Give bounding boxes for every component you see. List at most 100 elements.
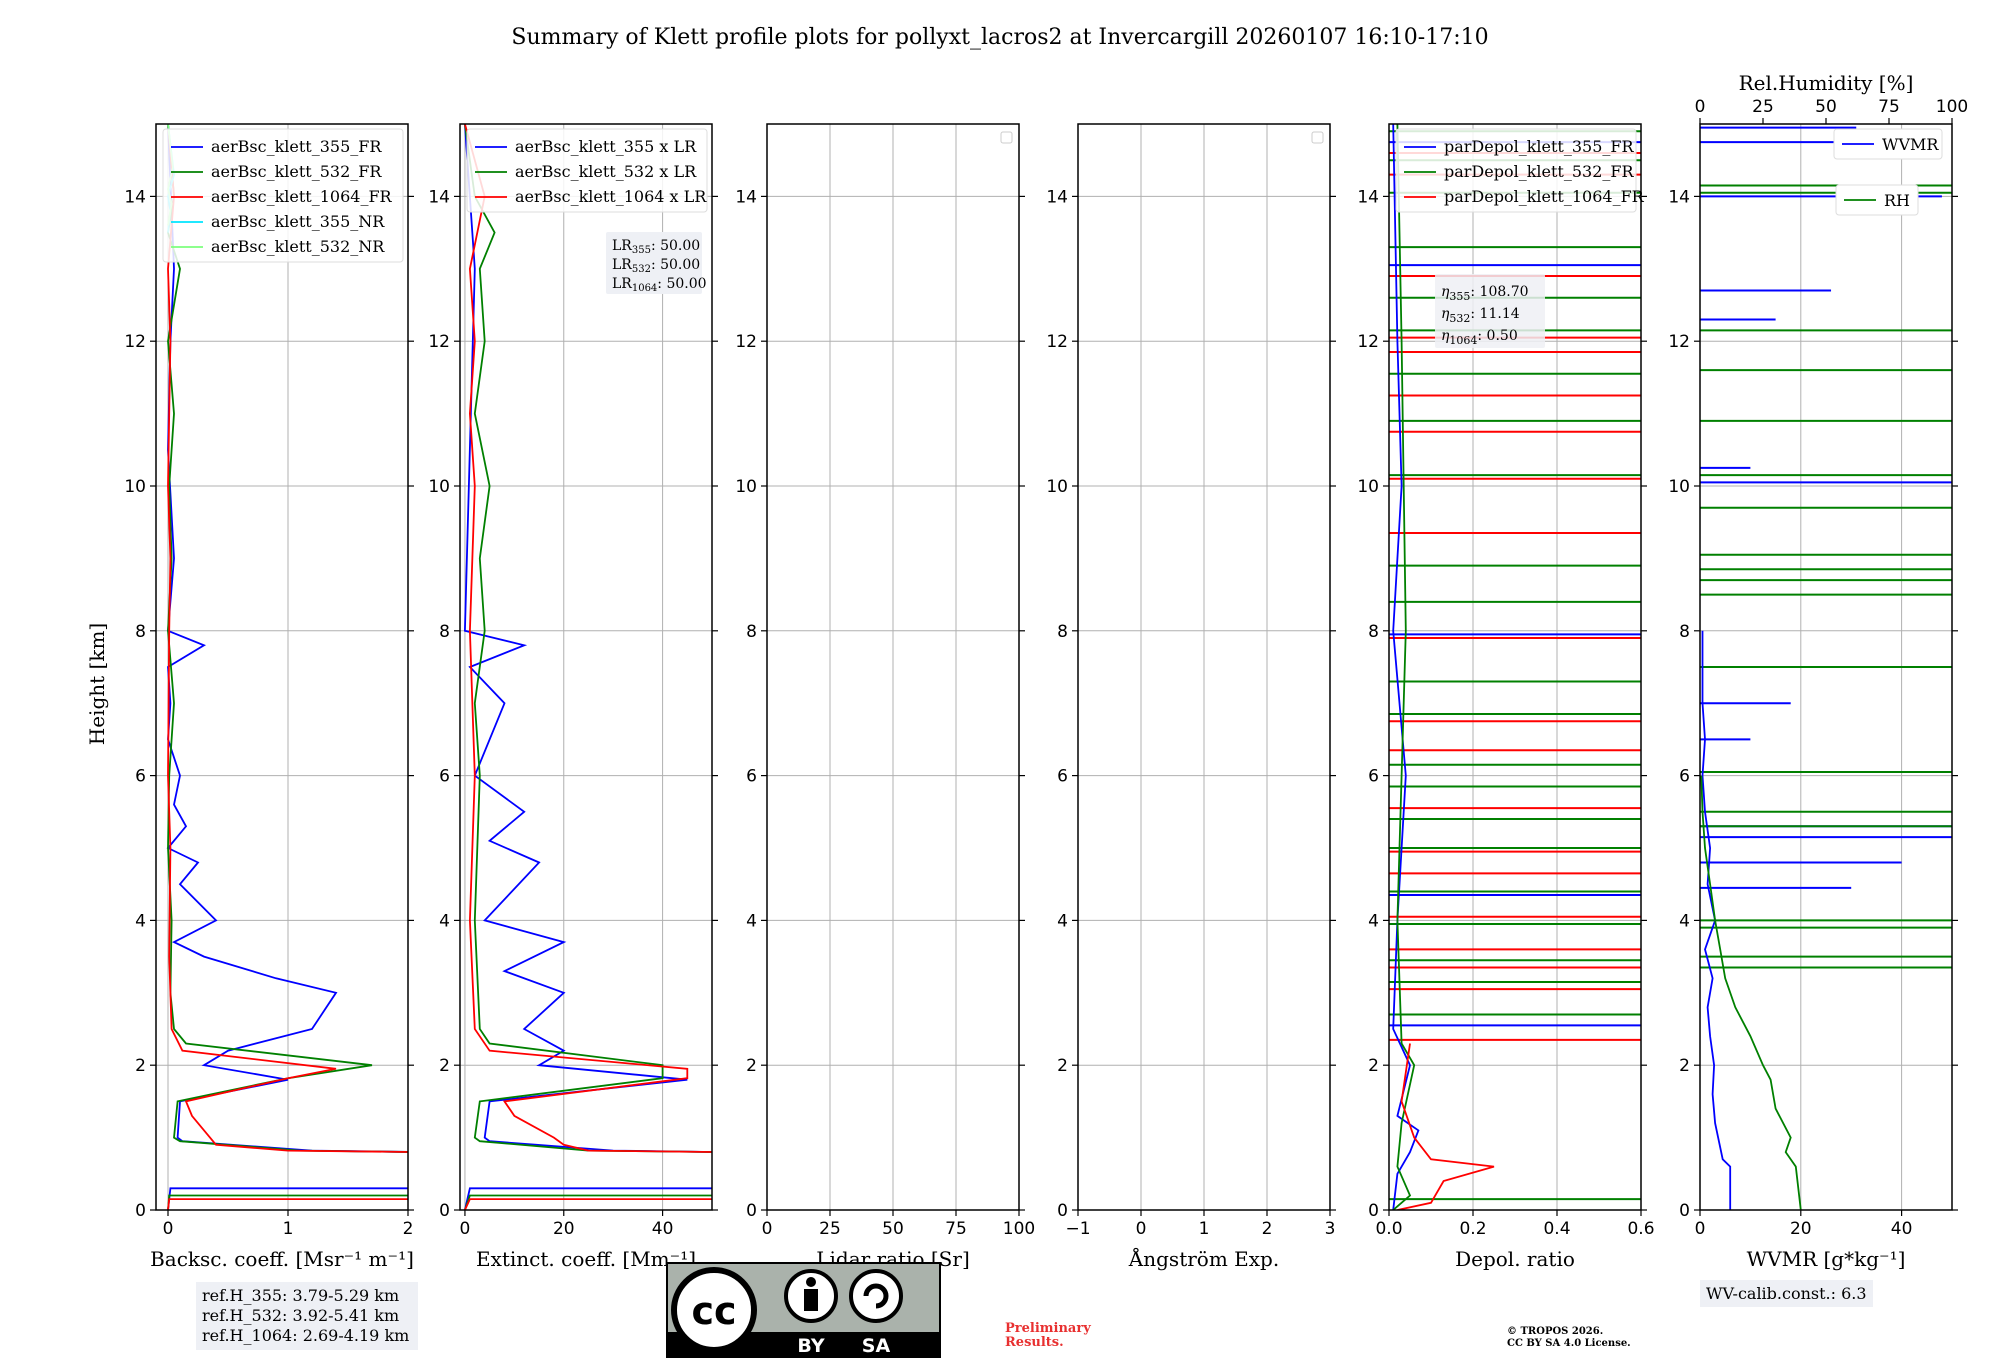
legend-label: aerBsc_klett_355 x LR — [515, 137, 697, 156]
annotation-line: η532: 11.14 — [1441, 306, 1520, 325]
tick-label-y: 4 — [439, 911, 450, 931]
cc-circle-icon — [671, 1267, 757, 1353]
top-axis-label: Rel.Humidity [%] — [1739, 71, 1914, 95]
tick-label-y: 6 — [746, 767, 757, 787]
tick-label-y: 4 — [1679, 911, 1690, 931]
tick-label-y: 14 — [428, 187, 450, 207]
tick-label-y: 12 — [1357, 332, 1379, 352]
legend-box — [1835, 184, 1919, 216]
tick-label-top: 75 — [1878, 97, 1900, 117]
tick-label-x: 100 — [1003, 1219, 1035, 1239]
panel-extinction: 0 20 40 0 2 4 6 8 10 12 14 Extinct. coeff. [Mm⁻¹] ae… — [428, 123, 718, 1271]
tick-label-y: 10 — [1357, 477, 1379, 497]
panel-frame — [459, 123, 713, 1211]
tick-label-y: 12 — [1046, 332, 1068, 352]
ref-h-532: ref.H_532: 3.92-5.41 km — [202, 1306, 400, 1325]
tick-label-y: 0 — [1057, 1201, 1068, 1221]
legend-extinction: aerBsc_klett_355 x LR aerBsc_klett_532 x … — [466, 128, 708, 213]
legend-label: aerBsc_klett_532 x LR — [515, 162, 697, 181]
tick-label-x: 25 — [819, 1219, 841, 1239]
legend-backscatter: aerBsc_klett_355_FR aerBsc_klett_532_FRae… — [162, 128, 404, 263]
legend-box — [466, 128, 708, 213]
empty-legend-icon — [1311, 131, 1324, 144]
tick-label-top: 25 — [1752, 97, 1774, 117]
tick-label-y: 14 — [124, 187, 146, 207]
tick-label-x: 0 — [460, 1219, 471, 1239]
tick-label-y: 2 — [439, 1056, 450, 1076]
legend-label: aerBsc_klett_1064 x LR — [515, 187, 707, 206]
tick-label-y: 2 — [1679, 1056, 1690, 1076]
tick-label-y: 12 — [1668, 332, 1690, 352]
tick-label-y: 10 — [1046, 477, 1068, 497]
tick-label-y: 8 — [135, 622, 146, 642]
by-person-head-icon — [806, 1277, 816, 1287]
x-axis-label: WVMR [g*kg⁻¹] — [1747, 1247, 1906, 1271]
reference-height-box: ref.H_355: 3.79-5.29 km ref.H_532: 3.92-… — [196, 1282, 418, 1350]
tick-label-y: 6 — [439, 767, 450, 787]
series-line-aerBsc_klett_1064_FR — [167, 124, 408, 1210]
legend-label: aerBsc_klett_355_FR — [211, 137, 382, 156]
tick-label-x: 75 — [945, 1219, 967, 1239]
annotation-depolarization: η355: 108.70 η532: 11.14 η1064: 0.50 — [1435, 274, 1545, 348]
series-line-parDepol_klett_355_FR — [1392, 124, 1420, 1210]
annotation-box — [606, 232, 702, 294]
tick-label-x: 40 — [1891, 1219, 1913, 1239]
tick-label-y: 10 — [1668, 477, 1690, 497]
panel-frame — [1388, 123, 1642, 1211]
empty-legend-icon — [1000, 131, 1013, 144]
panel-data — [166, 124, 408, 1210]
series-line-RH — [1700, 775, 1802, 1210]
tick-label-y: 10 — [428, 477, 450, 497]
legend-label: parDepol_klett_355_FR — [1444, 137, 1635, 156]
panel-depolarization: 0.0 0.2 0.4 0.6 0 2 4 6 8 10 12 14 Depol. ratio parDe… — [1357, 123, 1655, 1271]
sa-circle-icon — [849, 1269, 903, 1323]
x-axis-label: Backsc. coeff. [Msr⁻¹ m⁻¹] — [150, 1247, 414, 1271]
annotation-line: η355: 108.70 — [1441, 284, 1529, 303]
legend-label: parDepol_klett_532_FR — [1444, 162, 1635, 181]
copyright-note: © TROPOS 2026. CC BY SA 4.0 License. — [1507, 1326, 1687, 1350]
annotation-line: LR1064: 50.00 — [612, 276, 707, 294]
tick-label-x: 0 — [1136, 1219, 1147, 1239]
tick-label-y: 12 — [428, 332, 450, 352]
cc-by-sa-logo: cc BY SA — [666, 1262, 941, 1358]
legend-rh: RH — [1835, 184, 1919, 216]
tick-label-x: 0.6 — [1627, 1219, 1654, 1239]
tick-label-y: 12 — [735, 332, 757, 352]
preliminary-note: Preliminary Results. — [1005, 1322, 1125, 1350]
legend-label: parDepol_klett_1064_FR — [1444, 187, 1645, 206]
series-line-aerBsc_klett_355 x LR — [463, 124, 712, 1210]
tick-label-y: 14 — [735, 187, 757, 207]
tick-label-x: 20 — [553, 1219, 575, 1239]
legend-wvmr: WVMR — [1833, 128, 1943, 160]
legend-label-rh: RH — [1884, 191, 1910, 210]
copyright-line1: © TROPOS 2026. — [1507, 1326, 1604, 1337]
tick-label-x: 0 — [1695, 1219, 1706, 1239]
tick-label-x: 1 — [283, 1219, 294, 1239]
annotation-line: LR355: 50.00 — [612, 238, 700, 256]
figure-title: Summary of Klett profile plots for polly… — [511, 25, 1488, 50]
tick-label-y: 8 — [746, 622, 757, 642]
x-axis-label: Extinct. coeff. [Mm⁻¹] — [476, 1247, 696, 1271]
cc-sa-text: SA — [862, 1335, 891, 1357]
tick-label-y: 2 — [1057, 1056, 1068, 1076]
legend-label: aerBsc_klett_355_NR — [211, 212, 385, 231]
tick-label-y: 2 — [746, 1056, 757, 1076]
tick-label-y: 0 — [746, 1201, 757, 1221]
tick-label-y: 14 — [1046, 187, 1068, 207]
tick-label-y: 6 — [1679, 767, 1690, 787]
panel-frame — [766, 123, 1020, 1211]
tick-label-y: 14 — [1357, 187, 1379, 207]
tick-label-x: 1 — [1199, 1219, 1210, 1239]
cc-by-text: BY — [797, 1335, 824, 1357]
tick-label-y: 6 — [135, 767, 146, 787]
tick-label-x: 40 — [652, 1219, 674, 1239]
legend-label: aerBsc_klett_1064_FR — [211, 187, 393, 206]
tick-label-y: 6 — [1368, 767, 1379, 787]
legend-box — [1833, 128, 1943, 160]
tick-label-y: 2 — [135, 1056, 146, 1076]
by-person-body-icon — [804, 1289, 818, 1311]
